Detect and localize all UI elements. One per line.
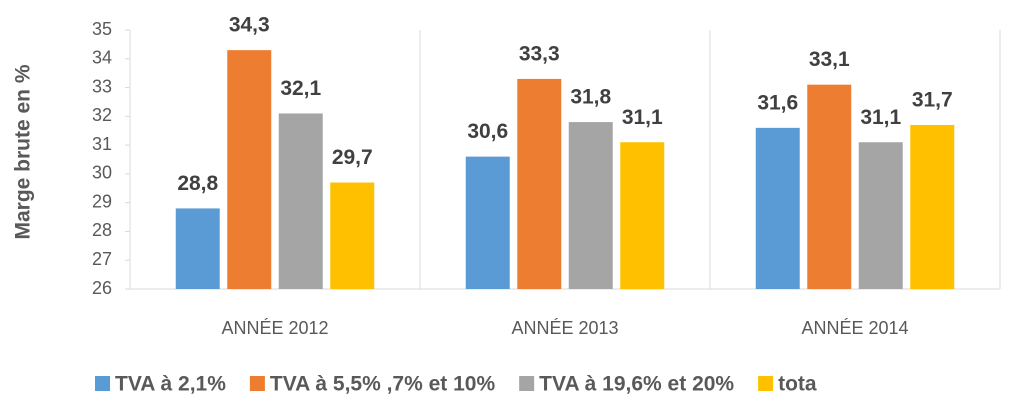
y-tick-label: 27 (92, 249, 112, 269)
bar (465, 156, 510, 289)
bar (858, 142, 903, 289)
x-tick-label: ANNÉE 2013 (511, 318, 618, 338)
bar (278, 113, 323, 289)
data-label: 28,8 (177, 172, 218, 195)
data-label: 31,1 (860, 106, 901, 129)
data-label: 33,3 (519, 42, 560, 65)
data-label: 31,8 (570, 86, 611, 109)
data-label: 31,6 (757, 91, 798, 114)
bar (227, 50, 272, 290)
bar (517, 78, 562, 289)
bar (330, 182, 375, 289)
legend-label: TVA à 2,1% (115, 373, 226, 396)
legend-label: TVA à 5,5% ,7% et 10% (270, 373, 496, 396)
data-label: 31,7 (912, 89, 953, 112)
y-tick-label: 34 (92, 48, 112, 68)
data-label: 32,1 (280, 77, 321, 100)
bar (620, 142, 665, 289)
legend-label: tota (778, 373, 817, 396)
y-tick-label: 30 (92, 163, 112, 183)
y-tick-label: 31 (92, 134, 112, 154)
legend-swatch (519, 376, 535, 391)
data-label: 29,7 (332, 146, 373, 169)
y-tick-label: 29 (92, 191, 112, 211)
bar (910, 124, 955, 289)
data-label: 34,3 (229, 14, 270, 37)
data-label: 30,6 (467, 120, 508, 143)
bar (755, 127, 800, 289)
legend-swatch (249, 376, 265, 391)
y-tick-label: 26 (92, 278, 112, 298)
legend-swatch (758, 376, 774, 391)
bar (175, 208, 220, 289)
data-label: 31,1 (622, 106, 663, 129)
bar (568, 122, 613, 289)
bar (807, 84, 852, 289)
y-axis-title: Marge brute en % (12, 64, 35, 239)
data-label: 33,1 (809, 48, 850, 71)
y-tick-label: 32 (92, 105, 112, 125)
legend-swatch (95, 376, 110, 391)
x-tick-label: ANNÉE 2012 (221, 318, 328, 338)
legend-label: TVA à 19,6% et 20% (539, 373, 734, 396)
y-tick-label: 28 (92, 220, 112, 240)
x-tick-label: ANNÉE 2014 (801, 318, 908, 338)
y-tick-label: 33 (92, 76, 112, 96)
y-tick-label: 35 (92, 19, 112, 39)
